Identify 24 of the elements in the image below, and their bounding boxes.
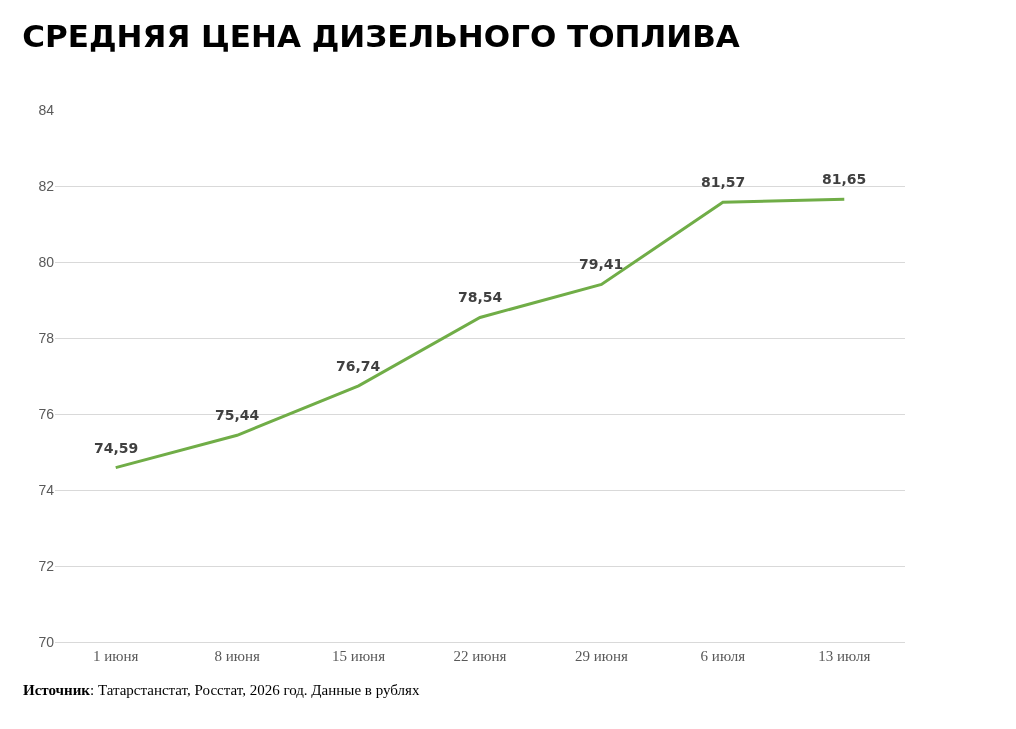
x-tick-label: 15 июня [332,648,386,664]
y-tick-label: 70 [38,633,55,650]
x-tick-label: 29 июня [574,648,628,664]
y-tick-label: 80 [38,253,55,270]
y-tick-label: 84 [38,101,55,118]
y-tick-label: 76 [38,405,55,422]
text: 74,59 [94,440,139,456]
y-tick-label: 74 [38,481,55,498]
text: Источник: Татарстанстат, Росстат, 2026 год. Данные в рублях [23,682,420,698]
text: 75,44 [215,407,260,423]
chart-title: СРЕДНЯЯ ЦЕНА ДИЗЕЛЬНОГО ТОПЛИВА [22,18,740,55]
text: 76,74 [336,358,381,374]
x-tick-label: 13 июля [818,648,871,664]
y-tick-label: 78 [38,329,55,346]
x-tick-label: 22 июня [453,648,507,664]
x-tick-label: 1 июня [93,648,139,664]
y-tick-label: 72 [38,557,55,574]
text: 81,65 [822,171,867,187]
text: 81,57 [701,174,746,190]
text: 79,41 [579,256,624,272]
x-tick-label: 8 июня [214,648,260,664]
x-tick-label: 6 июля [700,648,746,664]
text: 78,54 [458,289,503,305]
y-tick-label: 82 [38,177,55,194]
